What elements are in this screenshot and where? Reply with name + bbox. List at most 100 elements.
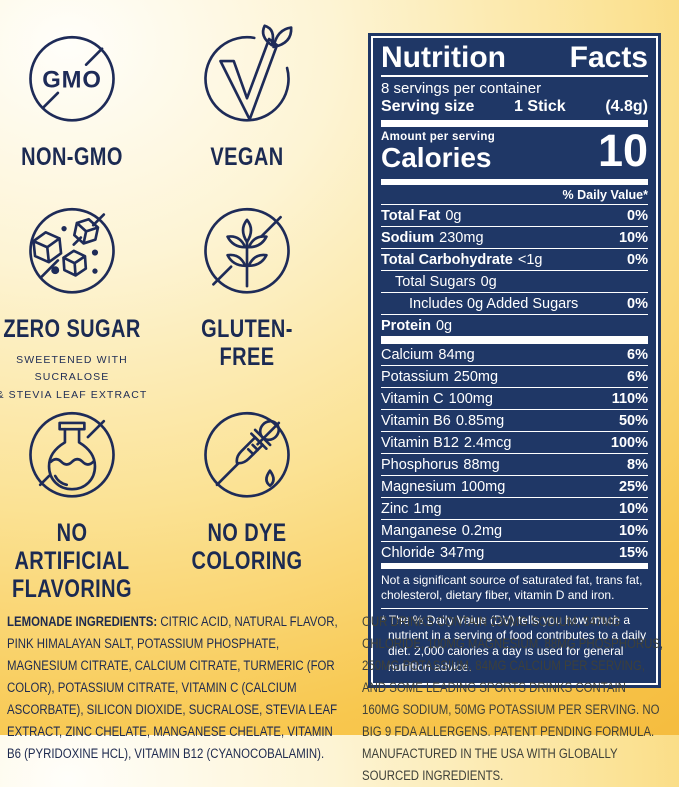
marketing-paragraph: OUR DRINKS CONTAIN 230MG SODIUM, 347MG C… [362,614,664,783]
serving-size-value: 1 Stick [514,98,566,115]
ingredients-body: CITRIC ACID, NATURAL FLAVOR, PINK HIMALA… [7,614,338,761]
nutrient-name: Manganese [381,522,457,539]
nutrient-row: Protein 0g [381,315,648,336]
calories-value: 10 [597,125,648,176]
title-word-nutrition: Nutrition [381,41,506,74]
nutrient-amount: 100mg [460,478,506,495]
nutrient-daily-value: 10% [618,500,648,517]
calories-label: Calories [381,142,492,173]
nutrient-amount: 2.4mcg [463,434,512,451]
wheat-crossed-icon [204,207,290,294]
badge-label: VEGAN [210,143,284,171]
badge-non-gmo: GMO NON-GMO [0,24,158,171]
main-nutrient-rows: Total Fat 0g 0% Sodium 230mg 10% Total C… [381,205,648,336]
badge-zero-sugar: ZERO SUGAR SWEETENED WITH SUCRALOSE & ST… [0,196,158,404]
calories-block: Amount per serving Calories 10 [381,125,648,176]
nutrient-daily-value: 15% [618,544,648,561]
nutrient-row: Phosphorus 88mg 8% [381,454,648,476]
nutrient-name: Vitamin C [381,390,444,407]
nutrient-name: Protein [381,317,431,334]
nutrient-row: Total Fat 0g 0% [381,205,648,227]
badge-label: GLUTEN-FREE [201,315,293,371]
badge-vegan: VEGAN [161,24,333,171]
nutrient-name: Zinc [381,500,409,517]
daily-value-header: % Daily Value* [381,185,648,205]
nutrient-daily-value: 8% [627,456,648,473]
ingredients-paragraph: LEMONADE INGREDIENTS: CITRIC ACID, NATUR… [7,611,345,765]
nutrition-facts-inner: Nutrition Facts 8 servings per container… [371,36,658,686]
nutrient-amount: 250mg [453,368,499,385]
gmo-crossed-icon: GMO [29,35,115,122]
thick-separator [381,120,648,127]
nutrient-amount: 0g [445,207,462,224]
flask-crossed-icon [29,411,115,498]
nutrient-daily-value: 110% [611,390,648,407]
nutrient-daily-value: 6% [627,368,648,385]
serving-size-row: Serving size 1 Stick (4.8g) [381,98,648,116]
nutrient-name: Includes 0g Added Sugars [409,295,579,312]
nutrient-row: Magnesium 100mg 25% [381,476,648,498]
nutrition-facts-panel: Nutrition Facts 8 servings per container… [368,33,661,689]
nutrient-amount: 84mg [438,346,475,363]
nutrient-name: Total Sugars [395,273,476,290]
nutrient-name: Potassium [381,368,449,385]
nutrient-daily-value: 0% [627,207,648,224]
nutrient-daily-value: 100% [610,434,648,451]
nutrient-amount: 0.2mg [461,522,503,539]
nutrient-name: Vitamin B12 [381,434,459,451]
daily-value-footnote: * The % Daily Value (DV) tells you how m… [381,612,647,674]
badge-label: NO ARTIFICIAL FLAVORING [12,519,132,603]
nutrient-row: Zinc 1mg 10% [381,498,648,520]
nutrient-amount: 0.85mg [455,412,505,429]
nutrient-amount: 347mg [440,544,485,561]
sugar-cubes-crossed-icon [29,207,115,294]
nutrient-name: Phosphorus [381,456,459,473]
ingredients-lead: LEMONADE INGREDIENTS: [7,614,158,629]
nutrient-name: Chloride [381,544,435,561]
nutrient-amount: 100mg [448,390,493,407]
nutrient-daily-value: 50% [618,412,648,429]
nutrient-daily-value: 25% [618,478,648,495]
svg-text:GMO: GMO [42,67,102,94]
badge-label: ZERO SUGAR [3,315,141,343]
nutrient-daily-value: 10% [618,522,648,539]
nutrient-row: Chloride 347mg 15% [381,542,648,563]
nutrient-row: Vitamin B12 2.4mcg 100% [381,432,648,454]
serving-size-weight: (4.8g) [605,98,648,115]
nutrient-amount: <1g [517,251,543,268]
nutrient-name: Magnesium [381,478,456,495]
title-word-facts: Facts [569,41,648,74]
dropper-crossed-icon [204,411,290,498]
nutrient-amount: 0g [435,317,453,334]
nutrient-daily-value: 0% [627,295,648,312]
nutrient-row: Total Carbohydrate <1g 0% [381,249,648,271]
badge-gluten-free: GLUTEN-FREE [161,196,333,371]
servings-per-container: 8 servings per container [381,80,542,97]
micronutrient-rows: Calcium 84mg 6% Potassium 250mg 6% Vitam… [381,344,648,563]
nutrient-amount: 230mg [439,229,484,246]
nutrient-row: Manganese 0.2mg 10% [381,520,648,542]
amount-per-serving-label: Amount per serving [381,131,496,143]
nutrient-amount: 1mg [413,500,442,517]
nutrient-daily-value: 0% [627,251,648,268]
thick-separator [381,336,648,344]
nutrient-row: Potassium 250mg 6% [381,366,648,388]
nutrient-row: Sodium 230mg 10% [381,227,648,249]
serving-size-label: Serving size [381,98,475,115]
nutrient-name: Total Fat [381,207,441,224]
nutrient-row: Total Sugars 0g [381,271,648,293]
nutrient-row: Vitamin C 100mg 110% [381,388,648,410]
nutrient-amount: 88mg [463,456,500,473]
nutrient-name: Vitamin B6 [381,412,451,429]
nutrient-amount: 0g [480,273,497,290]
vegan-v-leaf-icon [204,24,293,122]
badge-subcaption: SWEETENED WITH SUCRALOSE & STEVIA LEAF E… [0,354,148,401]
nutrient-name: Calcium [381,346,434,363]
nutrient-daily-value: 10% [618,229,648,246]
nutrient-name: Sodium [381,229,435,246]
nutrient-row: Vitamin B6 0.85mg 50% [381,410,648,432]
badge-label: NON-GMO [21,143,123,171]
thick-separator [381,179,648,185]
nutrient-row: Calcium 84mg 6% [381,344,648,366]
